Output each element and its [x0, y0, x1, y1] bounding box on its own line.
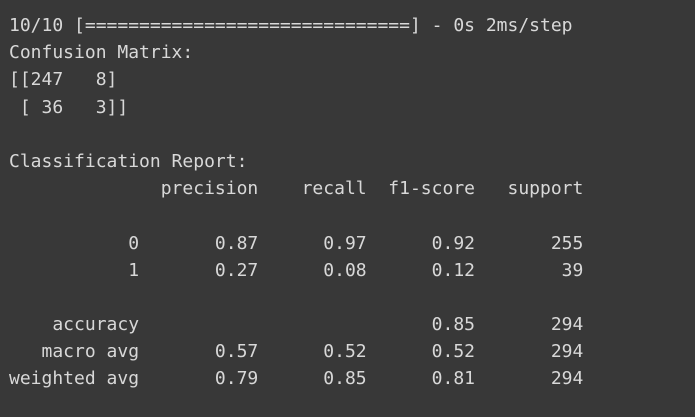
report-row: 0 0.87 0.97 0.92 255: [9, 232, 584, 254]
blank-line: [9, 121, 695, 148]
report-row: accuracy 0.85 294: [9, 314, 584, 336]
report-header-row: precision recall f1-score support: [9, 178, 584, 200]
confusion-matrix-row: [ 36 3]]: [9, 96, 129, 118]
blank-line: [9, 202, 695, 229]
classification-report-heading: Classification Report:: [9, 150, 248, 172]
progress-line: 10/10 [==============================] -…: [9, 15, 573, 36]
blank-line: [9, 284, 695, 311]
report-row: weighted avg 0.79 0.85 0.81 294: [9, 368, 584, 390]
report-row: macro avg 0.57 0.52 0.52 294: [9, 341, 584, 363]
confusion-matrix-heading: Confusion Matrix:: [9, 42, 194, 64]
confusion-matrix-row: [[247 8]: [9, 69, 118, 91]
report-row: 1 0.27 0.08 0.12 39: [9, 259, 584, 281]
